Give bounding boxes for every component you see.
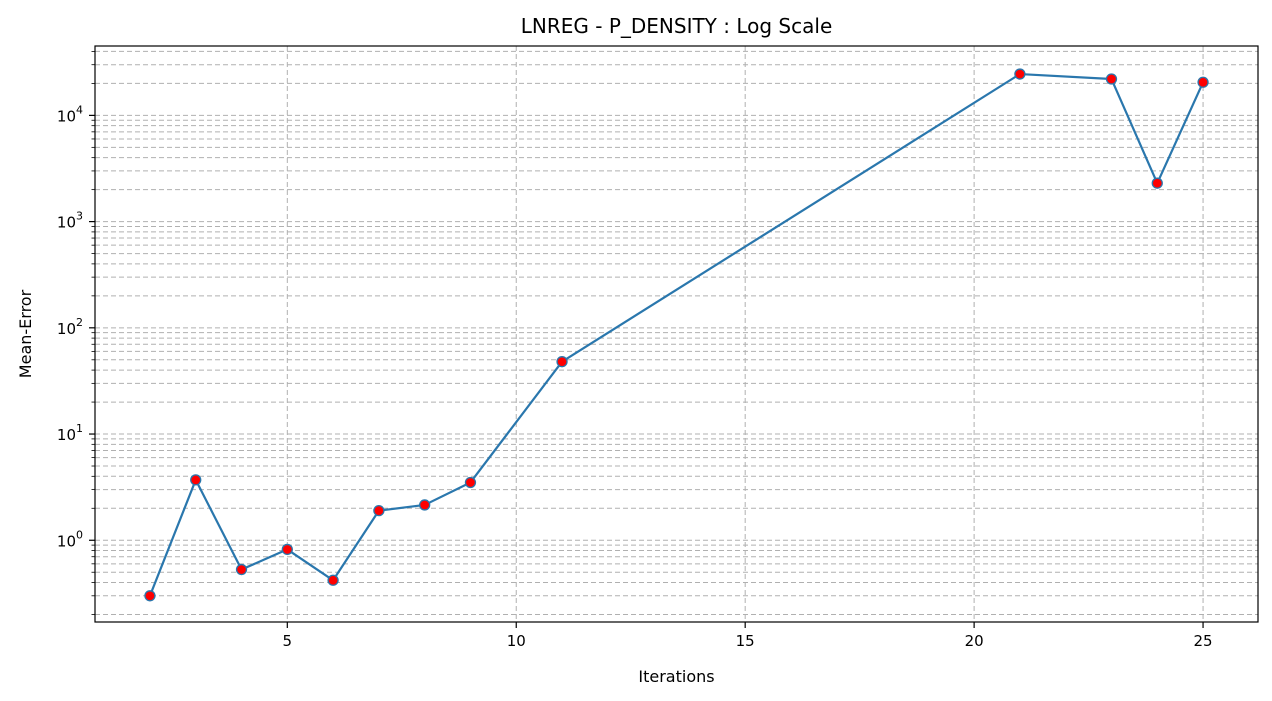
data-points — [144, 68, 1209, 602]
x-axis-label: Iterations — [638, 667, 714, 686]
grid-lines — [95, 46, 1258, 622]
data-point — [419, 499, 431, 511]
data-point — [464, 476, 477, 489]
data-point — [190, 474, 202, 486]
x-tick-label: 5 — [283, 632, 293, 650]
series-line — [148, 72, 1205, 597]
plot-frame — [94, 45, 1259, 623]
data-point — [373, 505, 385, 517]
data-point — [556, 356, 568, 368]
data-point — [1105, 73, 1118, 85]
y-axis-label: Mean-Error — [16, 289, 35, 378]
x-tick-label: 10 — [507, 632, 526, 650]
data-point — [1151, 177, 1163, 189]
y-tick-label: 100 — [57, 528, 83, 550]
axis-ticks: 5 10 15 20 25 100 101 102 103 104 — [57, 51, 1213, 650]
data-point — [144, 590, 156, 602]
data-point — [327, 574, 339, 586]
data-point — [1197, 76, 1209, 88]
y-tick-label: 103 — [57, 210, 83, 232]
x-tick-label: 25 — [1194, 632, 1213, 650]
x-tick-label: 15 — [736, 632, 755, 650]
y-tick-label: 102 — [57, 316, 83, 338]
chart-title: LNREG - P_DENSITY : Log Scale — [521, 14, 833, 38]
y-tick-label: 101 — [57, 422, 83, 444]
x-tick-label: 20 — [965, 632, 984, 650]
y-tick-label: 104 — [57, 103, 83, 125]
data-point — [235, 563, 248, 576]
data-point — [281, 543, 293, 556]
data-point — [1014, 68, 1026, 80]
series-line-layer — [148, 72, 1205, 597]
